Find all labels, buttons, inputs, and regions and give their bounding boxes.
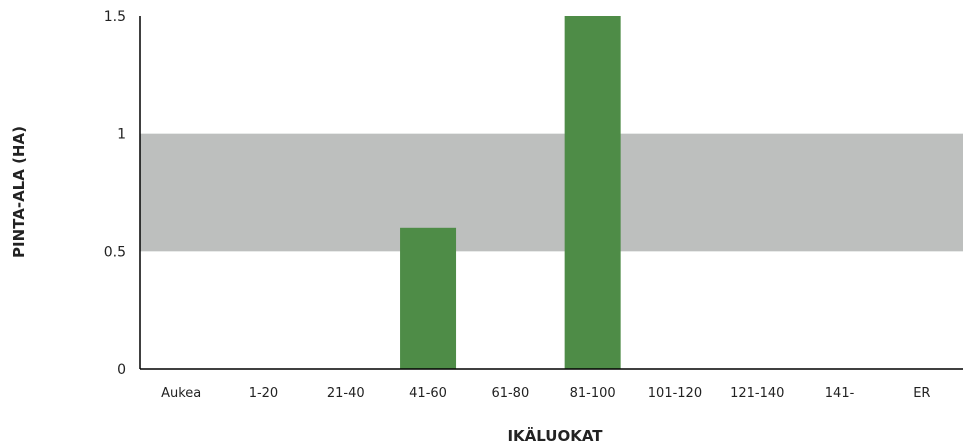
y-tick-label: 1 — [117, 127, 126, 143]
x-tick-label: 41-60 — [409, 386, 447, 401]
x-tick-labels: Aukea 1-20 21-40 41-60 61-80 81-100 101-120 121… — [161, 386, 930, 401]
x-tick-label: 141- — [825, 386, 855, 401]
y-axis-title: PINTA-ALA (HA) — [10, 126, 28, 258]
x-axis-title: IKÄLUOKAT — [507, 426, 603, 445]
x-tick-label: 1-20 — [249, 386, 279, 401]
y-tick-label: 0.5 — [104, 244, 126, 260]
y-tick-labels: 0 0.5 1 1.5 — [104, 9, 126, 378]
x-tick-label: Aukea — [161, 386, 201, 401]
x-tick-label: 61-80 — [491, 386, 529, 401]
bar-81-100 — [564, 16, 621, 369]
x-tick-label: 81-100 — [570, 386, 616, 401]
bar-group — [400, 16, 621, 369]
y-tick-label: 1.5 — [104, 9, 126, 25]
x-tick-label: 121-140 — [730, 386, 784, 401]
x-tick-label: 21-40 — [327, 386, 365, 401]
target-range-band — [140, 133, 963, 252]
x-tick-label: ER — [913, 386, 930, 401]
y-tick-label: 0 — [117, 362, 126, 378]
bar-41-60 — [400, 227, 457, 369]
x-tick-label: 101-120 — [648, 386, 702, 401]
